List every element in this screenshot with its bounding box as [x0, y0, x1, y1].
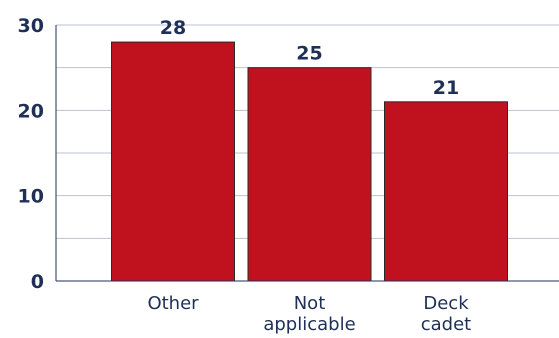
data-label: 28 [160, 17, 186, 39]
data-label: 21 [433, 77, 459, 99]
bars [111, 41, 508, 282]
x-tick-label: Deck cadet [421, 293, 471, 335]
y-tick-labels: 0 10 20 30 [18, 15, 44, 293]
x-tick-label: Other [147, 293, 199, 314]
y-tick-label: 30 [18, 15, 44, 37]
y-tick-label: 0 [31, 271, 44, 293]
bar [111, 41, 235, 282]
data-labels: 28 25 21 [160, 17, 459, 99]
bar [384, 101, 508, 282]
y-tick-label: 10 [18, 186, 44, 208]
y-tick-label: 20 [18, 100, 44, 122]
x-tick-labels: Other Not applicable Deck cadet [147, 293, 471, 335]
x-tick-label: Not applicable [263, 293, 355, 335]
axes [55, 25, 559, 282]
bar [247, 67, 372, 282]
data-label: 25 [296, 43, 322, 65]
